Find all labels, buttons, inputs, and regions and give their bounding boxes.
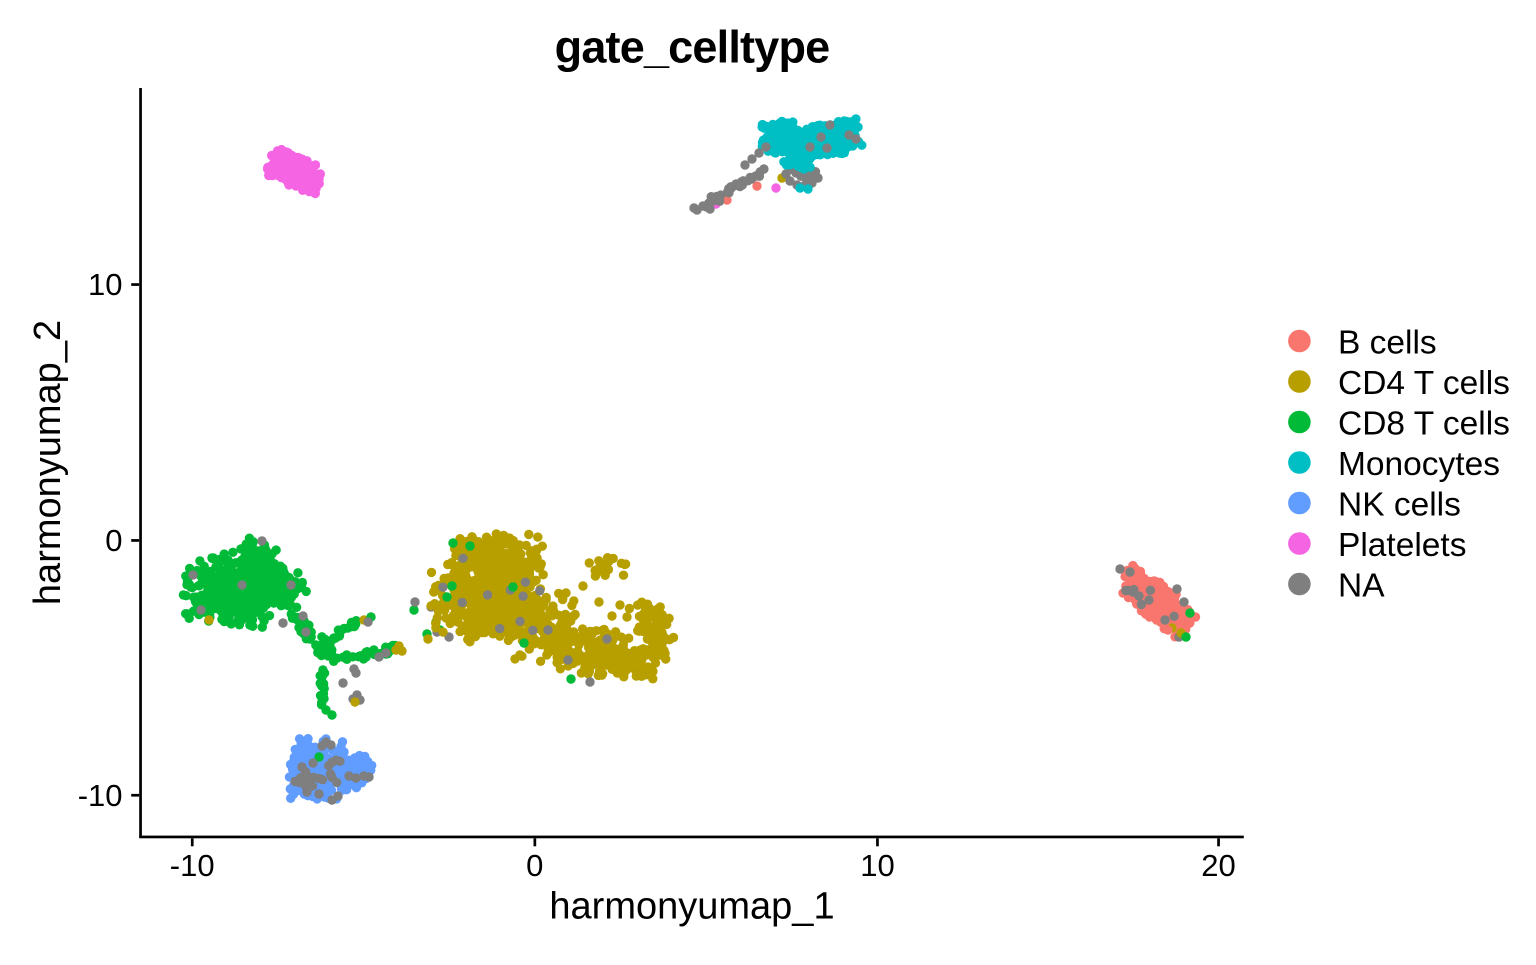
svg-text:10: 10 [88, 267, 122, 302]
svg-text:20: 20 [1201, 848, 1235, 883]
svg-text:CD8 T cells: CD8 T cells [1338, 405, 1510, 442]
svg-text:harmonyumap_1: harmonyumap_1 [549, 886, 834, 928]
svg-text:B cells: B cells [1338, 324, 1437, 361]
svg-text:gate_celltype: gate_celltype [555, 22, 830, 73]
svg-text:10: 10 [860, 848, 894, 883]
svg-text:harmonyumap_2: harmonyumap_2 [27, 320, 69, 605]
svg-text:NK cells: NK cells [1338, 486, 1461, 523]
svg-text:CD4 T cells: CD4 T cells [1338, 365, 1510, 402]
svg-text:Platelets: Platelets [1338, 527, 1467, 564]
svg-text:0: 0 [105, 523, 122, 558]
svg-text:Monocytes: Monocytes [1338, 446, 1500, 483]
svg-text:NA: NA [1338, 567, 1385, 604]
svg-text:0: 0 [526, 848, 543, 883]
svg-text:-10: -10 [78, 778, 123, 813]
svg-text:-10: -10 [170, 848, 215, 883]
